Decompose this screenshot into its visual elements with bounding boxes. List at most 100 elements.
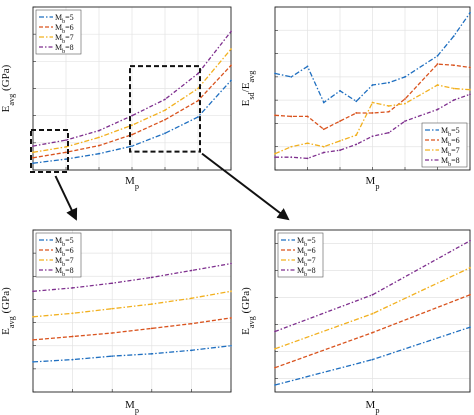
- legend-entry: Mb=5: [297, 236, 316, 248]
- data-point: [98, 152, 100, 155]
- legend: Mb=5Mb=6Mb=7Mb=8: [35, 9, 82, 55]
- data-point: [197, 72, 199, 75]
- panel-b: Mp Esd/Eavg Mb=5Mb=6Mb=7Mb=8: [240, 6, 471, 191]
- data-point: [371, 293, 374, 296]
- data-point: [197, 87, 199, 90]
- data-point: [164, 118, 166, 121]
- data-point: [111, 332, 114, 334]
- legend: Mb=5Mb=6Mb=7Mb=8: [277, 232, 324, 278]
- data-point: [387, 131, 390, 134]
- zoom-box-tensile: [30, 128, 69, 173]
- y-axis-label: Esd/Eavg: [240, 71, 256, 107]
- data-point: [274, 72, 276, 75]
- data-point: [306, 65, 309, 68]
- data-point: [306, 115, 309, 118]
- legend-entry: Mb=7: [441, 146, 460, 158]
- data-point: [150, 276, 153, 279]
- data-point: [371, 101, 374, 104]
- data-point: [164, 109, 166, 112]
- data-point: [469, 93, 471, 96]
- data-point: [32, 156, 34, 159]
- data-point: [32, 339, 34, 341]
- data-point: [71, 358, 74, 361]
- data-point: [339, 89, 341, 92]
- data-point: [71, 335, 74, 338]
- data-point: [436, 108, 439, 111]
- data-point: [274, 384, 276, 386]
- data-point: [65, 139, 67, 142]
- data-point: [65, 158, 67, 161]
- data-point: [371, 312, 374, 315]
- zoom-box-compressive: [129, 65, 201, 153]
- data-point: [290, 156, 293, 159]
- data-point: [404, 102, 406, 105]
- data-point: [230, 344, 232, 347]
- data-point: [230, 262, 232, 265]
- data-point: [339, 149, 341, 152]
- data-point: [469, 266, 471, 269]
- data-point: [274, 347, 276, 350]
- data-point: [469, 11, 471, 14]
- data-point: [469, 326, 471, 329]
- series-line-mb5: [274, 12, 471, 104]
- data-point: [339, 139, 341, 142]
- data-point: [436, 63, 439, 65]
- series-line-mb6: [32, 317, 232, 341]
- data-point: [164, 98, 166, 101]
- series-line-mb7: [274, 267, 471, 350]
- data-point: [131, 114, 133, 117]
- data-point: [190, 297, 193, 300]
- data-point: [290, 75, 293, 78]
- plot-frame: [274, 6, 471, 171]
- data-point: [322, 151, 325, 154]
- x-axis-label: Mp: [366, 175, 380, 191]
- data-point: [469, 88, 471, 91]
- legend-entry: Mb=8: [55, 43, 74, 55]
- data-point: [98, 136, 100, 139]
- data-point: [190, 322, 193, 325]
- data-point: [322, 101, 325, 104]
- data-point: [469, 239, 471, 242]
- data-point: [274, 366, 276, 369]
- series-line-mb5: [274, 326, 471, 386]
- data-point: [164, 132, 166, 135]
- data-point: [322, 145, 325, 148]
- data-point: [131, 133, 133, 136]
- data-point: [306, 142, 309, 145]
- data-point: [32, 290, 34, 293]
- data-point: [339, 120, 341, 122]
- legend-entry: Mb=8: [297, 266, 316, 278]
- data-point: [65, 151, 67, 154]
- legend-entry: Mb=5: [441, 126, 460, 138]
- plot-frame: [274, 229, 471, 393]
- plot-frame: [32, 6, 232, 171]
- legend-entry: Mb=7: [55, 33, 74, 45]
- data-point: [387, 105, 390, 107]
- data-point: [469, 66, 471, 69]
- data-point: [197, 116, 199, 118]
- data-point: [452, 87, 455, 90]
- data-point: [371, 358, 374, 361]
- data-point: [131, 124, 133, 127]
- data-point: [230, 30, 232, 33]
- data-point: [404, 75, 406, 78]
- data-point: [98, 129, 100, 132]
- series-line-mb6: [274, 63, 471, 131]
- data-point: [274, 330, 276, 333]
- plot-frame: [32, 229, 232, 393]
- data-point: [322, 128, 325, 131]
- data-point: [387, 110, 390, 113]
- legend-entry: Mb=6: [55, 23, 74, 35]
- zoom-arrow-compressive: [201, 152, 290, 221]
- legend-entry: Mb=8: [441, 156, 460, 168]
- data-point: [274, 114, 276, 117]
- panel-d: Mp Eavg (GPa) Mb=5Mb=6Mb=7Mb=8: [240, 229, 471, 415]
- data-point: [32, 151, 34, 154]
- series-line-mb8: [274, 240, 471, 333]
- x-axis-label: Mp: [125, 399, 139, 415]
- data-point: [355, 134, 358, 136]
- data-point: [274, 152, 276, 155]
- legend-entry: Mb=5: [55, 236, 74, 248]
- series-line-mb5: [32, 345, 232, 363]
